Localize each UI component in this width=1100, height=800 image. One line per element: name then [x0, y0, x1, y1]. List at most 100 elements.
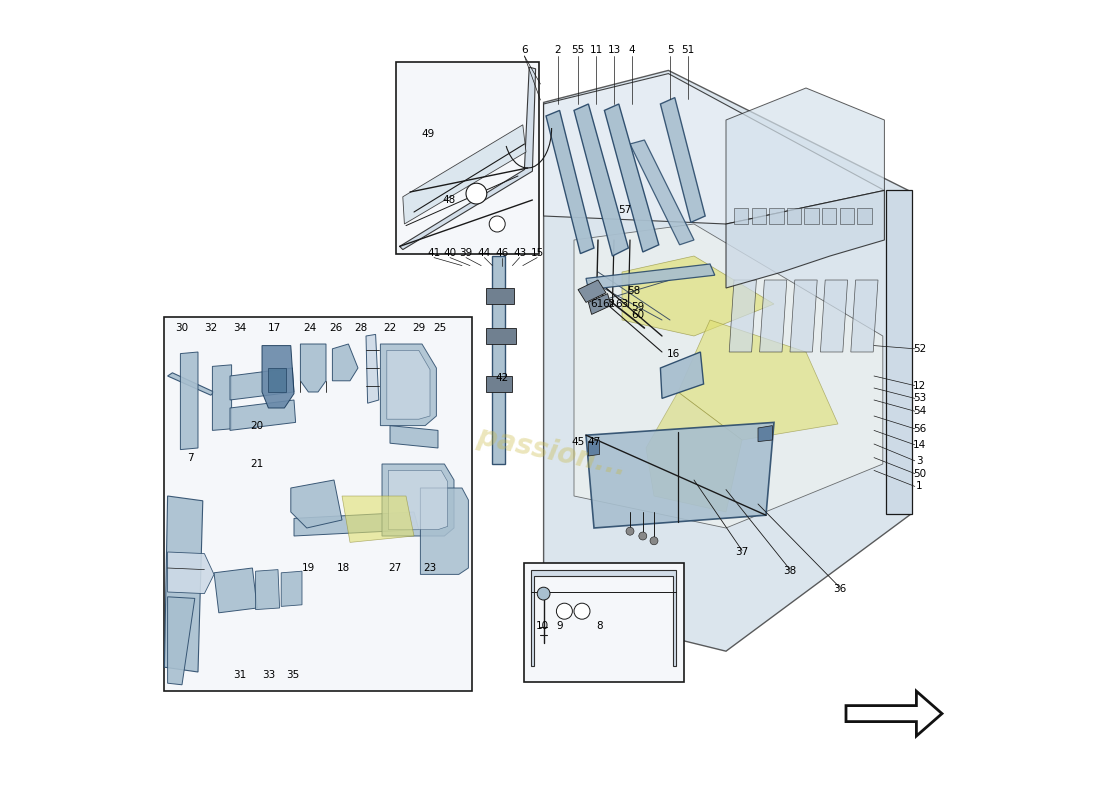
Polygon shape [804, 208, 818, 224]
Text: 60: 60 [631, 310, 645, 320]
Polygon shape [734, 208, 748, 224]
Polygon shape [164, 496, 202, 672]
Polygon shape [821, 280, 848, 352]
Text: 52: 52 [913, 344, 926, 354]
Text: 19: 19 [301, 563, 315, 573]
Text: 31: 31 [233, 670, 246, 680]
Text: 42: 42 [495, 373, 508, 382]
Circle shape [626, 527, 634, 535]
Text: 27: 27 [388, 563, 401, 573]
Polygon shape [390, 426, 438, 448]
Text: 50: 50 [913, 469, 926, 478]
Polygon shape [332, 344, 358, 381]
Text: 33: 33 [262, 670, 275, 680]
Circle shape [574, 603, 590, 619]
Polygon shape [630, 140, 694, 245]
Text: 11: 11 [590, 45, 603, 54]
Text: 43: 43 [513, 248, 526, 258]
Text: 39: 39 [460, 248, 473, 258]
Circle shape [650, 537, 658, 545]
Polygon shape [588, 294, 610, 314]
Polygon shape [588, 440, 600, 456]
Polygon shape [586, 422, 774, 528]
Text: 15: 15 [530, 248, 543, 258]
Text: 17: 17 [268, 323, 282, 333]
Polygon shape [262, 346, 294, 408]
Text: 53: 53 [913, 394, 926, 403]
FancyBboxPatch shape [164, 317, 472, 691]
Text: 36: 36 [833, 584, 846, 594]
Polygon shape [574, 104, 628, 256]
Circle shape [557, 603, 572, 619]
Text: 58: 58 [627, 286, 640, 296]
Polygon shape [294, 512, 419, 536]
Polygon shape [214, 568, 257, 613]
Text: 40: 40 [443, 248, 456, 258]
Polygon shape [300, 344, 326, 392]
Text: 51: 51 [681, 45, 694, 54]
Circle shape [490, 216, 505, 232]
Text: 29: 29 [412, 323, 426, 333]
Polygon shape [760, 280, 786, 352]
Text: 46: 46 [495, 248, 508, 258]
Polygon shape [822, 208, 836, 224]
Polygon shape [399, 67, 536, 250]
Text: 54: 54 [913, 406, 926, 416]
Polygon shape [230, 368, 294, 400]
Polygon shape [388, 470, 448, 530]
Polygon shape [678, 320, 838, 440]
Polygon shape [586, 264, 715, 290]
Polygon shape [381, 344, 437, 426]
Circle shape [639, 532, 647, 540]
Text: la passion...: la passion... [439, 414, 629, 482]
Text: 5: 5 [667, 45, 673, 54]
Polygon shape [886, 190, 912, 514]
Text: 47: 47 [587, 437, 601, 446]
Text: 16: 16 [667, 349, 680, 358]
Text: 62: 62 [602, 299, 615, 309]
Text: 22: 22 [384, 323, 397, 333]
Text: 49: 49 [421, 130, 434, 139]
Polygon shape [543, 70, 912, 651]
Polygon shape [180, 352, 198, 450]
Text: 3: 3 [916, 456, 923, 466]
Text: 30: 30 [175, 323, 188, 333]
Polygon shape [578, 280, 606, 302]
Text: 28: 28 [354, 323, 367, 333]
Text: 44: 44 [477, 248, 491, 258]
Text: 56: 56 [913, 424, 926, 434]
Polygon shape [660, 98, 705, 222]
Polygon shape [857, 208, 871, 224]
Text: 21: 21 [251, 459, 264, 469]
Text: 25: 25 [433, 323, 447, 333]
Polygon shape [212, 365, 232, 430]
Polygon shape [420, 488, 469, 574]
Polygon shape [167, 373, 214, 395]
Text: 18: 18 [337, 563, 350, 573]
Polygon shape [382, 464, 454, 536]
Polygon shape [660, 352, 704, 398]
Text: 6: 6 [521, 45, 528, 54]
Polygon shape [486, 288, 514, 304]
Polygon shape [493, 256, 505, 464]
Polygon shape [403, 125, 526, 224]
Text: 14: 14 [913, 440, 926, 450]
FancyBboxPatch shape [525, 563, 684, 682]
Polygon shape [543, 74, 884, 224]
Polygon shape [366, 334, 378, 403]
Text: 57: 57 [618, 205, 631, 214]
Text: 41: 41 [428, 248, 441, 258]
Polygon shape [486, 376, 512, 392]
Text: 34: 34 [233, 323, 246, 333]
Text: 20: 20 [251, 421, 264, 430]
Polygon shape [758, 426, 772, 442]
Circle shape [466, 183, 487, 204]
Text: 24: 24 [304, 323, 317, 333]
Text: 61: 61 [590, 299, 603, 309]
Polygon shape [839, 208, 854, 224]
Polygon shape [282, 571, 303, 606]
Polygon shape [255, 570, 279, 610]
Text: 2: 2 [554, 45, 561, 54]
Polygon shape [726, 88, 884, 224]
Polygon shape [342, 496, 414, 542]
